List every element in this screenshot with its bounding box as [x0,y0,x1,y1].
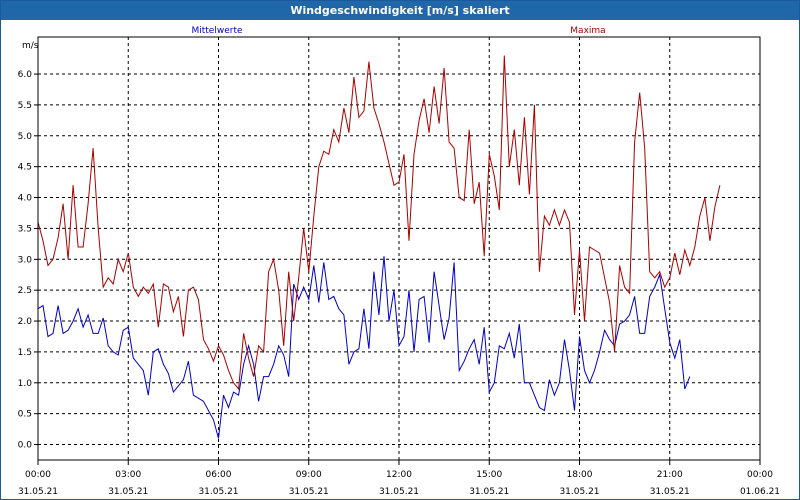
x-axis: 00:00 31.05.21 03:00 31.05.21 06:00 31.05.21 0… [18,460,780,497]
x-tick-time: 00:00 [25,470,51,480]
x-tick-time: 12:00 [386,470,412,480]
grid-lines [38,37,760,460]
x-tick-time: 09:00 [296,470,322,480]
y-tick-label: 0.0 [18,441,33,451]
x-tick-date: 31.05.21 [379,487,419,497]
x-tick-time: 21:00 [657,470,683,480]
y-tick-label: 2.5 [18,286,32,296]
x-tick-date: 31.05.21 [289,487,329,497]
x-tick-date: 31.05.21 [469,487,509,497]
legend-mittelwerte: Mittelwerte [191,26,242,36]
y-tick-label: 5.0 [18,132,33,142]
y-tick-label: 6.0 [18,70,33,80]
x-tick-date: 31.05.21 [650,487,690,497]
x-tick-date: 31.05.21 [559,487,599,497]
y-tick-label: 4.5 [18,163,32,173]
window-title: Windgeschwindigkeit [m/s] skaliert [1,1,799,20]
series-line-mittelwerte [37,256,691,439]
y-tick-label: 1.5 [18,348,32,358]
x-tick-time: 15:00 [476,470,502,480]
y-tick-label: 2.0 [18,317,33,327]
legend-maxima: Maxima [570,26,605,36]
x-tick-time: 00:00 [747,470,773,480]
y-tick-label: 5.5 [18,101,32,111]
y-tick-label: 1.0 [18,379,33,389]
y-tick-label: 4.0 [18,194,33,204]
series-lines [37,55,721,439]
x-tick-date: 31.05.21 [18,487,58,497]
x-tick-time: 03:00 [115,470,141,480]
plot-frame [37,36,761,461]
x-tick-time: 06:00 [206,470,232,480]
x-tick-date: 01.06.21 [740,487,780,497]
x-tick-date: 31.05.21 [108,487,148,497]
y-axis-unit-label: m/s [22,41,39,51]
y-tick-label: 3.5 [18,224,32,234]
y-tick-label: 0.5 [18,410,32,420]
y-axis: 0.0 0.5 1.0 1.5 2.0 2.5 3.0 3.5 4.0 4.5 5.0 5.5 6.0 [18,70,38,451]
x-tick-date: 31.05.21 [198,487,238,497]
y-tick-label: 3.0 [18,255,33,265]
x-tick-time: 18:00 [567,470,593,480]
series-line-maxima [37,55,721,391]
